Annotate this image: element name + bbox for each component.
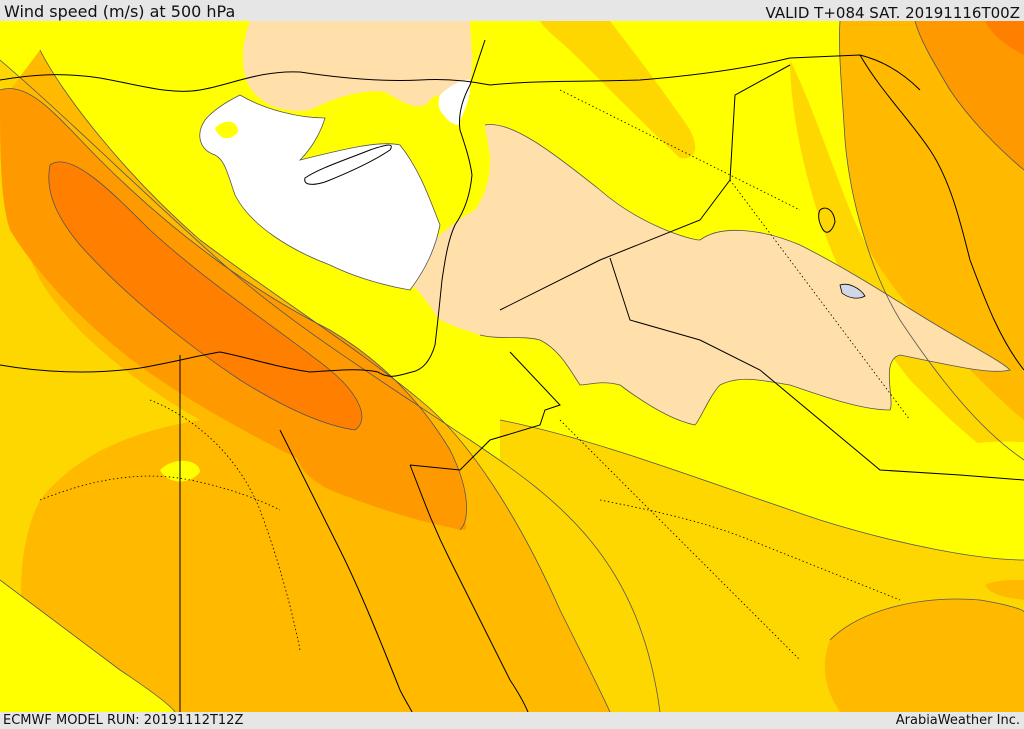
wind-band-light-levant bbox=[242, 21, 473, 111]
coastline-levant bbox=[434, 39, 486, 346]
wind-band-jet-core bbox=[48, 161, 362, 431]
contour-northeast-inner bbox=[914, 21, 1024, 171]
coastline-north-africa bbox=[0, 344, 436, 377]
footer-bar: ECMWF MODEL RUN: 20191112T12Z ArabiaWeat… bbox=[0, 712, 1024, 729]
border-iraq-iran bbox=[859, 54, 1024, 371]
border-syria-turkey bbox=[489, 54, 921, 91]
contour-fresh-southwest bbox=[0, 59, 661, 712]
coastline-red-sea-east bbox=[409, 464, 529, 712]
contour-jet-core bbox=[48, 161, 363, 431]
border-jordan-saudi bbox=[409, 351, 561, 471]
wind-band-calm-north bbox=[438, 79, 471, 125]
contour-calm bbox=[199, 94, 441, 291]
wind-band-strong-east bbox=[985, 579, 1024, 600]
wind-speed-map[interactable] bbox=[0, 21, 1024, 712]
header-bar: Wind speed (m/s) at 500 hPa VALID T+084 … bbox=[0, 0, 1024, 22]
contour-northeast bbox=[839, 21, 1024, 461]
contour-lower-left bbox=[0, 579, 176, 712]
contour-strong-west bbox=[39, 49, 611, 712]
credit-label: ArabiaWeather Inc. bbox=[895, 713, 1020, 728]
valid-time: VALID T+084 SAT. 20191116T00Z bbox=[765, 4, 1020, 22]
admin-line-syria bbox=[559, 89, 801, 211]
wind-band-strong-southeast bbox=[824, 599, 1024, 712]
coastline-caspian bbox=[818, 207, 836, 233]
coastline-turkey-south bbox=[0, 71, 491, 92]
coastline-cyprus bbox=[304, 144, 392, 185]
lake-iraq bbox=[839, 283, 866, 299]
model-run-label: ECMWF MODEL RUN: 20191112T12Z bbox=[3, 713, 244, 728]
admin-line-egypt-1 bbox=[149, 399, 301, 651]
wind-band-calm-mediterranean bbox=[199, 95, 440, 290]
map-title: Wind speed (m/s) at 500 hPa bbox=[4, 2, 236, 21]
contour-south bbox=[499, 419, 1024, 561]
wind-band-fresh-north bbox=[540, 21, 696, 159]
wind-band-jet-core-northeast bbox=[985, 21, 1024, 55]
wind-band-light-desert bbox=[410, 124, 1010, 426]
map-canvas bbox=[0, 21, 1024, 712]
contour-southeast bbox=[829, 598, 1024, 641]
contour-jet-outer bbox=[0, 88, 467, 531]
admin-line-egypt-2 bbox=[39, 475, 281, 511]
coastline-red-sea-west bbox=[279, 429, 413, 712]
border-saudi-iraq bbox=[609, 257, 1024, 481]
border-jordan-iraq bbox=[499, 64, 791, 311]
admin-line-saudi-1 bbox=[559, 419, 801, 661]
contour-light-desert bbox=[479, 124, 1011, 426]
wind-band-very-strong-northeast bbox=[915, 21, 1024, 170]
wind-band-moderate-cyprus bbox=[215, 121, 238, 139]
wind-band-very-strong-south bbox=[296, 440, 467, 530]
